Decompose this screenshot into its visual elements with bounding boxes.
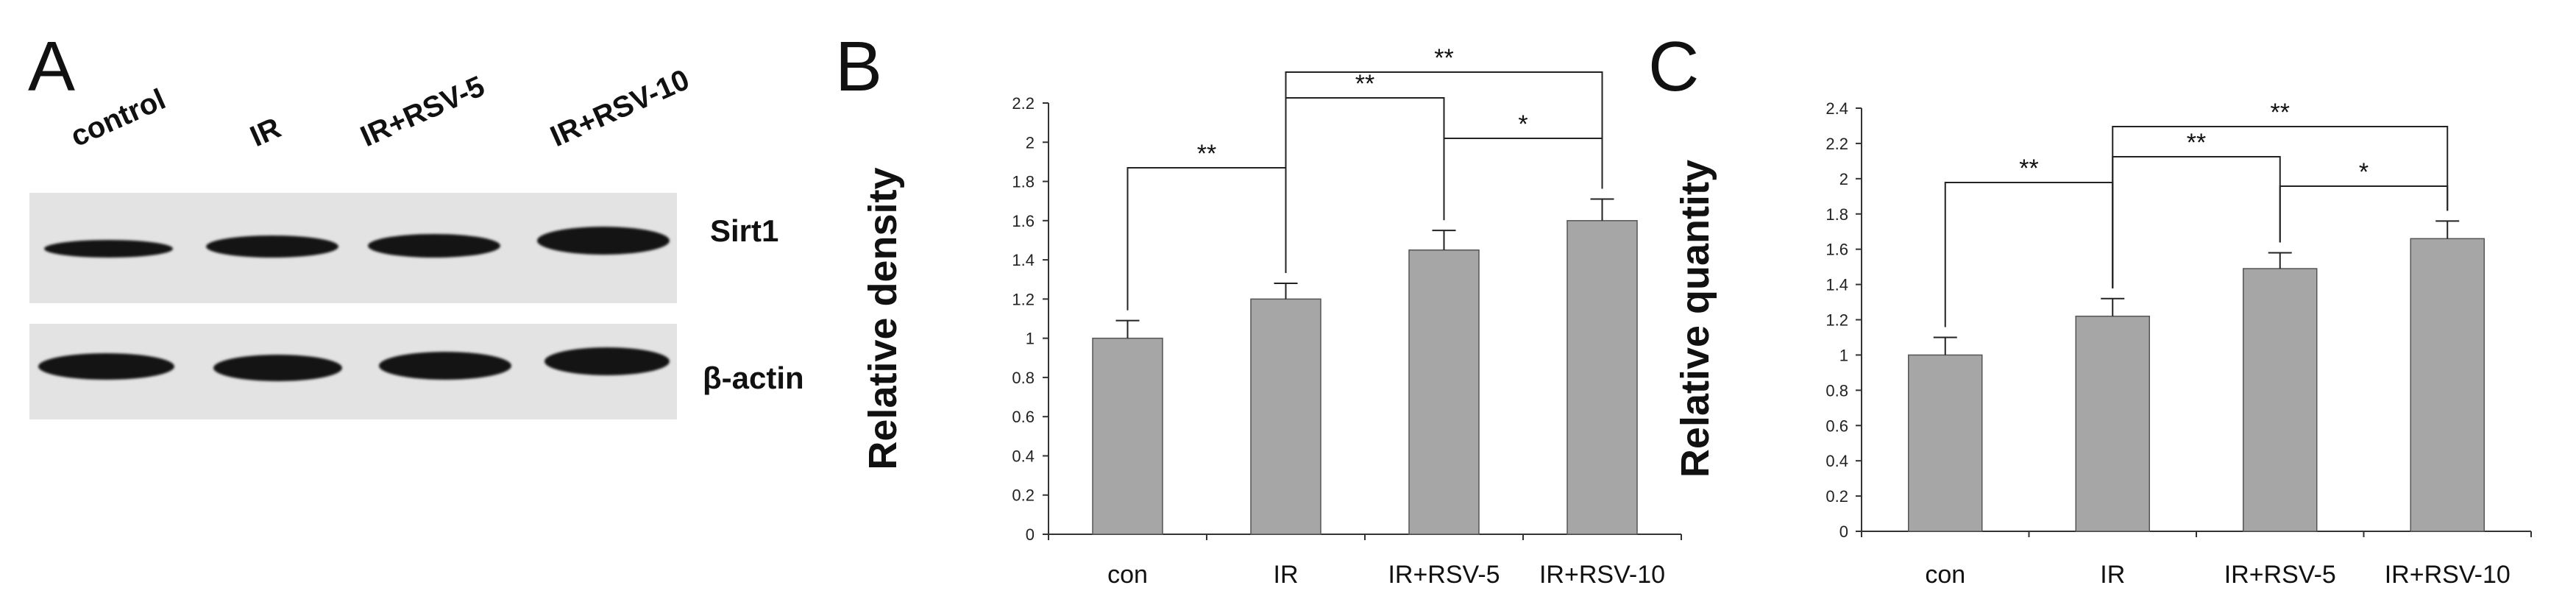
blot-label-beta-actin: β-actin [703,361,804,395]
panel-c-letter: C [1648,27,1700,106]
chart-b-bar [1566,220,1638,535]
chart-b-significance-label: * [1518,110,1527,138]
chart-c-ytick-label: 0.6 [1825,417,1848,435]
chart-c-ytick-label: 1 [1839,346,1848,364]
chart-b-significance-bracket [1285,71,1603,274]
chart-c-xtick-label: IR [2100,561,2125,589]
chart-c-bar [2243,268,2318,532]
chart-c-significance-label: ** [2271,99,2290,127]
chart-c-ytick-label: 1.6 [1825,241,1848,259]
chart-b-xtick-label: IR [1274,561,1299,589]
chart-c-significance-label: ** [2019,155,2038,183]
chart-c-ytick-label: 1.8 [1825,205,1848,224]
band-sirt1-control [44,240,173,258]
chart-b-xtick-label: con [1107,561,1148,589]
chart-c-xtick-label: IR+RSV-5 [2224,561,2336,589]
chart-b-xtick-label: IR+RSV-10 [1539,561,1665,589]
chart-b-significance-label: ** [1434,44,1453,72]
band-actin-ir-rsv5 [379,352,511,380]
band-actin-ir-rsv10 [544,347,670,375]
chart-b-ytick-label: 0.6 [1012,408,1035,426]
chart-b-bar [1092,337,1163,535]
chart-b-ytick-label: 0 [1026,525,1035,544]
chart-c-ytick-label: 2 [1839,170,1848,188]
chart-b-significance-label: ** [1197,140,1216,168]
chart-c-bar [2410,238,2485,532]
chart-b-ytick-label: 1.4 [1012,251,1035,269]
band-sirt1-ir [206,235,338,258]
band-actin-control [38,353,174,380]
chart-b-ytick-label: 0.8 [1012,369,1035,387]
chart-b-ytick-label: 1 [1026,330,1035,348]
chart-b-ytick-label: 2.2 [1012,94,1035,113]
chart-c-significance-bracket [2112,126,2449,288]
chart-c-xtick-label: IR+RSV-10 [2385,561,2511,589]
chart-b-ytick-label: 1.2 [1012,290,1035,308]
chart-b-ytick-label: 2 [1026,133,1035,152]
chart-b-ytick-label: 1.8 [1012,173,1035,191]
chart-c-bar [2075,315,2150,532]
chart-c-significance-label: ** [2187,129,2206,157]
blot-label-sirt1: Sirt1 [710,213,779,248]
chart-c-significance-bracket [2279,185,2449,243]
chart-b-significance-label: ** [1355,70,1374,98]
chart-b-xtick-label: IR+RSV-5 [1388,561,1500,589]
band-sirt1-ir-rsv5 [368,234,500,258]
chart-c-significance-label: * [2359,158,2369,186]
chart-c-ytick-label: 2.4 [1825,99,1848,118]
panel-a-letter: A [28,27,76,106]
chart-b-ytick-label: 1.6 [1012,212,1035,230]
chart-c-ytick-label: 2.2 [1825,135,1848,153]
chart-c-ytick-label: 1.4 [1825,276,1848,294]
chart-c-bar [1908,354,1983,532]
band-actin-ir [213,355,342,381]
chart-c-ytick-label: 0.2 [1825,487,1848,506]
chart-c-ytick-label: 1.2 [1825,311,1848,330]
chart-c-ytick-label: 0 [1839,522,1848,541]
chart-c-ytick-label: 0.8 [1825,381,1848,400]
chart-b-ylabel: Relative density [861,167,905,470]
chart-b-ytick-label: 0.2 [1012,486,1035,505]
chart-b-bar [1408,249,1480,535]
chart-b-bar [1250,298,1321,535]
panel-b-letter: B [835,27,883,106]
chart-c-xtick-label: con [1925,561,1965,589]
chart-c-ylabel: Relative quantity [1673,160,1717,478]
chart-b-ytick-label: 0.4 [1012,447,1035,465]
chart-c-ytick-label: 0.4 [1825,452,1848,470]
band-sirt1-ir-rsv10 [537,227,670,255]
chart-c-significance-bracket [1944,182,2114,327]
